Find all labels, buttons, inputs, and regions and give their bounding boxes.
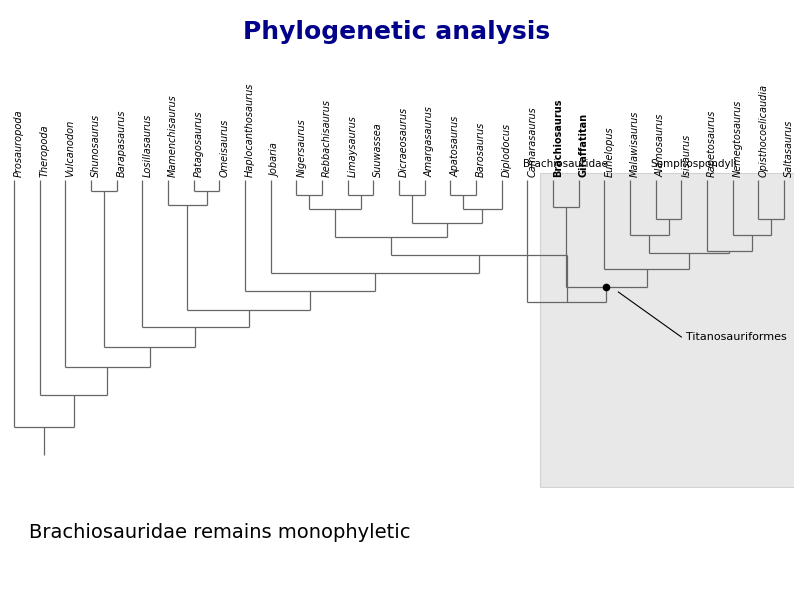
Text: Camarasaurus: Camarasaurus bbox=[527, 107, 538, 177]
Text: Amargasaurus: Amargasaurus bbox=[425, 106, 434, 177]
Text: Nigersaurus: Nigersaurus bbox=[296, 118, 306, 177]
Text: Haplocanthosaurus: Haplocanthosaurus bbox=[245, 83, 255, 177]
Text: Mamenchisaurus: Mamenchisaurus bbox=[168, 94, 178, 177]
Text: Prosauropoda: Prosauropoda bbox=[14, 109, 24, 177]
Text: Barosaurus: Barosaurus bbox=[476, 122, 486, 177]
Text: Rebbachisaurus: Rebbachisaurus bbox=[322, 99, 332, 177]
Text: Somphospondyli: Somphospondyli bbox=[651, 159, 738, 169]
Text: Giraffatitan: Giraffatitan bbox=[579, 113, 588, 177]
Text: Nemegtosaurus: Nemegtosaurus bbox=[733, 99, 742, 177]
Text: Losillasaurus: Losillasaurus bbox=[142, 114, 152, 177]
Text: Theropoda: Theropoda bbox=[40, 124, 50, 177]
Text: Vulcanodon: Vulcanodon bbox=[65, 120, 75, 177]
Text: Alamosaurus: Alamosaurus bbox=[656, 114, 665, 177]
Text: Rapetosaurus: Rapetosaurus bbox=[707, 109, 717, 177]
Text: Patagosaurus: Patagosaurus bbox=[194, 111, 204, 177]
Text: Euhelopus: Euhelopus bbox=[604, 126, 615, 177]
Text: Opisthocoelicaudia: Opisthocoelicaudia bbox=[758, 84, 769, 177]
Text: Brachiosaurus: Brachiosaurus bbox=[553, 99, 563, 177]
Text: Isisaurus: Isisaurus bbox=[681, 134, 692, 177]
Text: Malawisaurus: Malawisaurus bbox=[630, 111, 640, 177]
Text: Brachiosauridae remains monophyletic: Brachiosauridae remains monophyletic bbox=[29, 524, 410, 543]
Text: Diplodocus: Diplodocus bbox=[502, 123, 511, 177]
Text: Titanosauriformes: Titanosauriformes bbox=[686, 332, 787, 342]
Text: Brachiosauridae: Brachiosauridae bbox=[523, 159, 608, 169]
Text: Omeisaurus: Omeisaurus bbox=[219, 118, 229, 177]
Text: Phylogenetic analysis: Phylogenetic analysis bbox=[244, 20, 550, 44]
Text: Apatosaurus: Apatosaurus bbox=[450, 116, 461, 177]
Text: Saltasaurus: Saltasaurus bbox=[784, 120, 794, 177]
Bar bbox=[540, 173, 794, 487]
Text: Limaysaurus: Limaysaurus bbox=[348, 115, 357, 177]
Text: Shunosaurus: Shunosaurus bbox=[91, 114, 101, 177]
Text: Jobaria: Jobaria bbox=[271, 143, 280, 177]
Text: Suuwassea: Suuwassea bbox=[373, 122, 384, 177]
Text: Dicraeosaurus: Dicraeosaurus bbox=[399, 107, 409, 177]
Text: Barapasaurus: Barapasaurus bbox=[117, 109, 127, 177]
